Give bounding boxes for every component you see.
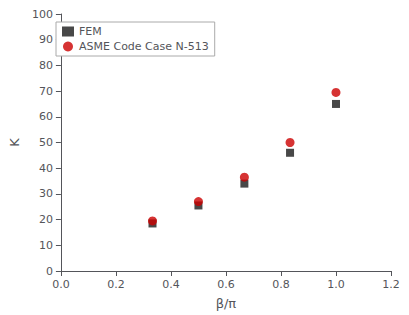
svg-text:80: 80: [39, 59, 53, 72]
svg-text:20: 20: [39, 213, 53, 226]
svg-text:0.2: 0.2: [107, 278, 125, 291]
svg-text:1.0: 1.0: [327, 278, 345, 291]
svg-text:K: K: [7, 138, 22, 147]
svg-text:β/π: β/π: [216, 296, 237, 311]
svg-text:FEM: FEM: [79, 25, 102, 38]
svg-text:100: 100: [32, 8, 53, 21]
svg-text:0.0: 0.0: [52, 278, 70, 291]
svg-text:0.4: 0.4: [162, 278, 180, 291]
svg-text:0.8: 0.8: [272, 278, 290, 291]
svg-text:ASME Code Case N-513: ASME Code Case N-513: [79, 40, 209, 53]
svg-text:70: 70: [39, 85, 53, 98]
svg-text:1.2: 1.2: [382, 278, 400, 291]
svg-text:30: 30: [39, 187, 53, 200]
svg-text:10: 10: [39, 239, 53, 252]
svg-text:0.6: 0.6: [217, 278, 235, 291]
svg-text:90: 90: [39, 33, 53, 46]
svg-text:0: 0: [46, 265, 53, 278]
svg-text:60: 60: [39, 110, 53, 123]
svg-text:50: 50: [39, 136, 53, 149]
svg-text:40: 40: [39, 162, 53, 175]
